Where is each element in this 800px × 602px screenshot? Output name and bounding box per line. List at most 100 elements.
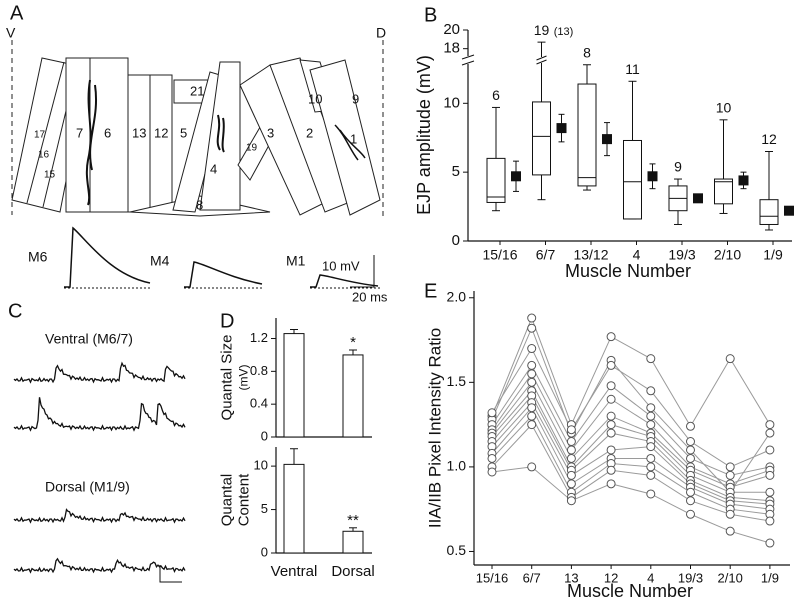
nerve-terminal [85,79,97,206]
axis-break [461,54,475,60]
x-tick-label: Dorsal [331,563,374,580]
series-line [491,389,770,493]
panel-letter: E [424,280,437,302]
mepsp-trace [13,508,186,524]
data-point [487,467,497,477]
significance: ** [347,512,359,529]
y-axis-title: EJP amplitude (mV) [414,55,434,215]
y-tick-label: 0 [261,544,268,559]
muscle-label: 2 [306,125,313,140]
scale-bar [350,255,375,288]
data-point [566,445,576,455]
x-tick-label: Ventral [271,563,318,580]
trace-label: M4 [150,253,170,269]
mean-marker [784,205,794,216]
panel-a: A V D 7 6 13 12 5 21 4 8 3 2 10 9 [6,2,388,304]
muscle-divider [26,61,65,204]
trace-group-label: Ventral (M6/7) [45,331,133,347]
data-point [606,465,616,475]
data-point [725,462,735,472]
n-label: 12 [761,131,777,147]
data-point [686,487,695,497]
data-point [686,509,695,519]
series-line [491,347,771,468]
n-label: 10 [716,100,732,116]
series-line [491,394,770,502]
x-tick-label: 1/9 [761,570,779,585]
data-point [646,403,656,413]
muscle-label: 5 [180,125,187,140]
y-axis-title: IIA/IIB Pixel Intensity Ratio [425,328,444,528]
y-axis-title: Quantal [218,474,235,527]
box [759,199,779,225]
x-tick-label: 2/10 [714,247,741,263]
data-point [606,428,616,438]
muscle-label: 10 [308,91,322,106]
muscle-label: 21 [190,83,204,98]
data-point [606,381,616,391]
series-line [491,415,770,515]
scale-time: 20 ms [352,289,388,304]
x-tick-label: 4 [633,247,641,263]
y-tick-label: 0.5 [447,542,467,558]
data-point [527,344,537,354]
n-note: (13) [554,26,574,38]
series-line [491,326,771,494]
panel-letter: B [424,4,437,26]
nerve-terminal [334,124,366,161]
data-point [646,462,656,472]
y-tick-label: 2.0 [447,288,467,304]
y-tick-label: 0.4 [250,396,268,411]
bar [342,354,364,438]
data-point [527,369,537,379]
y-tick-label: 0 [452,232,460,249]
x-tick-label: 4 [647,570,654,585]
y-tick-label: 0.8 [250,363,268,378]
box [577,83,597,187]
muscle-label: 19 [246,143,258,154]
box [623,139,642,220]
ventral-label: V [6,25,16,41]
data-point [646,420,656,430]
data-point [646,453,656,463]
series-line [491,316,771,428]
y-tick-label: 20 [443,21,460,38]
series-line [491,466,771,544]
muscle-label: 9 [352,91,359,106]
data-point [527,313,537,323]
data-point [606,394,616,404]
bar [342,530,364,554]
data-point [686,421,695,431]
muscle-label: 4 [210,161,217,176]
scale-voltage: 10 mV [322,258,360,273]
series-line [491,423,770,522]
data-point [487,408,497,418]
x-tick-label: 2/10 [718,570,743,585]
y-tick-label: 5 [261,501,268,516]
x-tick-label: 12 [604,570,618,585]
muscle-label: 15 [44,170,56,181]
box [714,178,733,205]
data-point [765,516,775,526]
data-point [646,386,656,396]
data-point [646,489,656,499]
data-point [566,437,576,447]
data-point [606,360,616,370]
data-point [765,445,775,455]
series-line [491,372,771,485]
data-point [606,420,616,430]
bar [283,333,305,438]
data-point [527,323,537,333]
data-point [606,411,616,421]
muscle-label: 3 [267,125,274,140]
whisker-break [536,57,547,63]
mepsp-trace [13,397,186,432]
data-point [606,332,616,342]
muscle-label: 12 [154,125,168,140]
trace-label: M6 [28,249,48,265]
data-point [527,360,537,370]
series-line [491,364,771,476]
data-point [725,354,735,364]
data-point [487,453,497,463]
muscle-12 [149,74,173,213]
